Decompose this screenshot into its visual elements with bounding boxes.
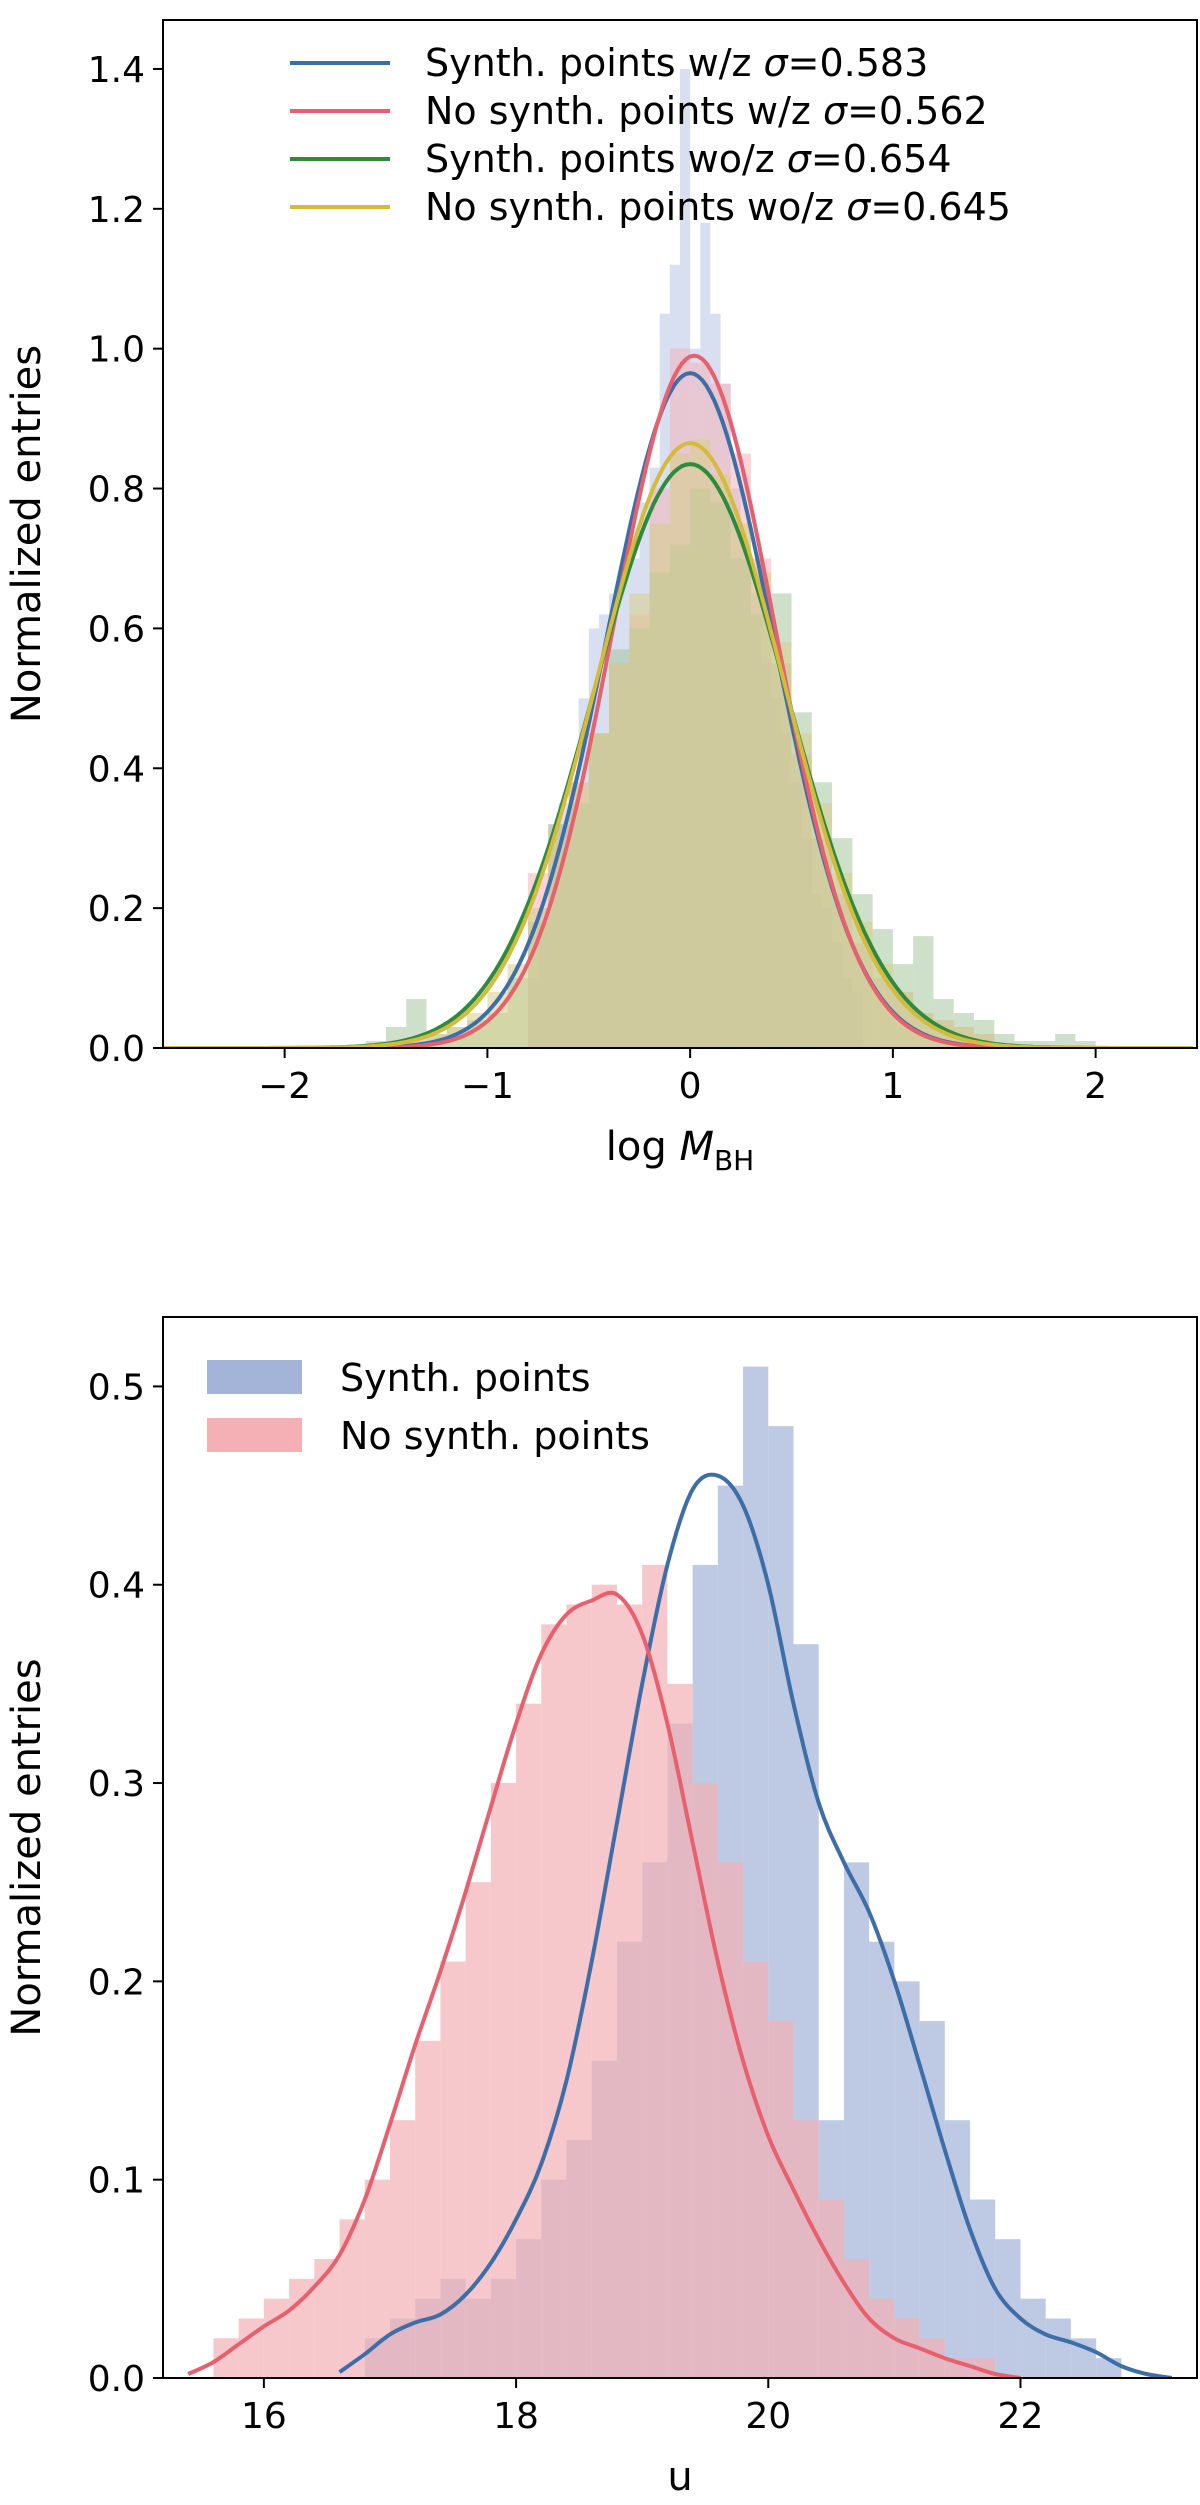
y-tick-label: 0.2 [88,1962,145,2003]
histogram-bar [730,523,751,1048]
histogram-bar [490,1783,517,2378]
x-tick-label: −2 [258,1066,311,1107]
legend-label: No synth. points [340,1414,650,1458]
x-tick-label: 22 [998,2396,1044,2437]
x-tick-label: −1 [461,1066,514,1107]
legend-swatch [207,1360,302,1394]
histogram-bar [669,453,691,1048]
y-tick-label: 0.6 [88,609,145,650]
series-curve [338,1472,1173,2378]
histogram-bar [970,2199,996,2378]
histogram-bar [869,2298,895,2378]
series-curve [187,1590,1021,2378]
histogram-bar [793,2120,819,2378]
y-tick-label: 0.0 [88,1029,145,1070]
legend-swatch [207,1418,302,1452]
x-tick-label: 2 [1084,1066,1107,1107]
legend-label: Synth. points w/z σ=0.583 [425,41,928,85]
histogram-bar [415,2040,441,2378]
histogram-bar [541,1624,567,2378]
y-tick-label: 0.5 [88,1367,145,1408]
x-axis-label: log MBH [606,1124,754,1177]
y-tick-label: 0.2 [88,889,145,930]
histogram-bar [1075,1041,1096,1048]
legend-label: Synth. points wo/z σ=0.654 [425,137,952,181]
histogram-bar [667,1683,693,2378]
y-tick-label: 0.1 [88,2161,145,2202]
y-tick-label: 1.2 [88,190,145,231]
histogram-bar [750,572,772,1048]
legend-label: No synth. points w/z σ=0.562 [425,89,988,133]
x-tick-label: 0 [679,1066,702,1107]
histogram-bar [548,838,569,1048]
axes-frame [162,1316,1198,2379]
chart-2: 16 18 20 22 0.0 0.1 0.2 0.3 0.4 0.5 u Normalized en… [4,1316,1198,2500]
histogram-bar [629,593,650,1048]
histogram-bar [832,873,853,1048]
axes-frame [162,19,1198,1049]
histogram-bar [263,2298,290,2378]
histogram-bar [1055,1034,1076,1048]
legend: Synth. points No synth. points [207,1356,650,1458]
y-tick-label: 0.3 [88,1764,145,1805]
histogram-bar [339,2219,365,2378]
histogram-bar [771,642,792,1048]
histogram-bar [717,1862,744,2378]
histogram-bar [649,523,670,1048]
histogram-bar [566,1604,592,2378]
histogram-bar [1034,1041,1056,1048]
y-axis-label: Normalized entries [4,345,50,723]
histogram-bar [743,1961,769,2378]
y-tick-label: 1.0 [88,330,145,371]
y-tick-label: 0.4 [88,749,145,790]
x-tick-label: 18 [493,2396,539,2437]
legend-label: No synth. points wo/z σ=0.645 [425,185,1011,229]
y-tick-label: 0.4 [88,1566,145,1607]
plot-area [187,1366,1173,2378]
y-tick-label: 1.4 [88,50,145,91]
chart-1: −2 −1 0 1 2 0.0 0.2 0.4 0.6 0.8 1.0 1.2 1.4 log MBH No… [4,19,1198,1177]
histogram-bar [289,2278,315,2378]
histogram-bar [642,1564,668,2378]
y-tick-label: 0.0 [88,2359,145,2400]
histogram-bar [465,1882,491,2378]
histogram-bar [527,908,549,1048]
plot-area [163,68,1193,1048]
histogram-bar [1045,2318,1071,2378]
histogram-bar [364,2179,390,2378]
histogram-bar [440,1961,466,2378]
histogram-bar [507,964,528,1048]
histogram-bar [818,2199,844,2378]
histogram-bar [768,2021,794,2378]
histogram-bar [791,733,812,1048]
x-tick-label: 16 [241,2396,287,2437]
histogram-bar [516,1703,542,2378]
histogram-bar [588,733,610,1048]
histogram-bar [609,663,630,1048]
histogram-bar [690,439,711,1048]
x-axis-label: u [667,2454,692,2500]
histogram-bar [843,2259,870,2378]
histogram-bar [616,1604,643,2378]
x-tick-label: 20 [745,2396,791,2437]
y-tick-label: 0.8 [88,470,145,511]
histogram-bar [314,2259,340,2378]
histogram-bar [692,1783,718,2378]
histogram-bar [710,474,731,1048]
legend-label: Synth. points [340,1356,591,1400]
histogram-bar [1020,2298,1046,2378]
x-tick-label: 1 [881,1066,904,1107]
histogram-bar [389,2120,416,2378]
histogram-bar [591,1584,617,2378]
y-axis-label: Normalized entries [4,1658,50,2036]
histogram-bar [568,782,589,1048]
